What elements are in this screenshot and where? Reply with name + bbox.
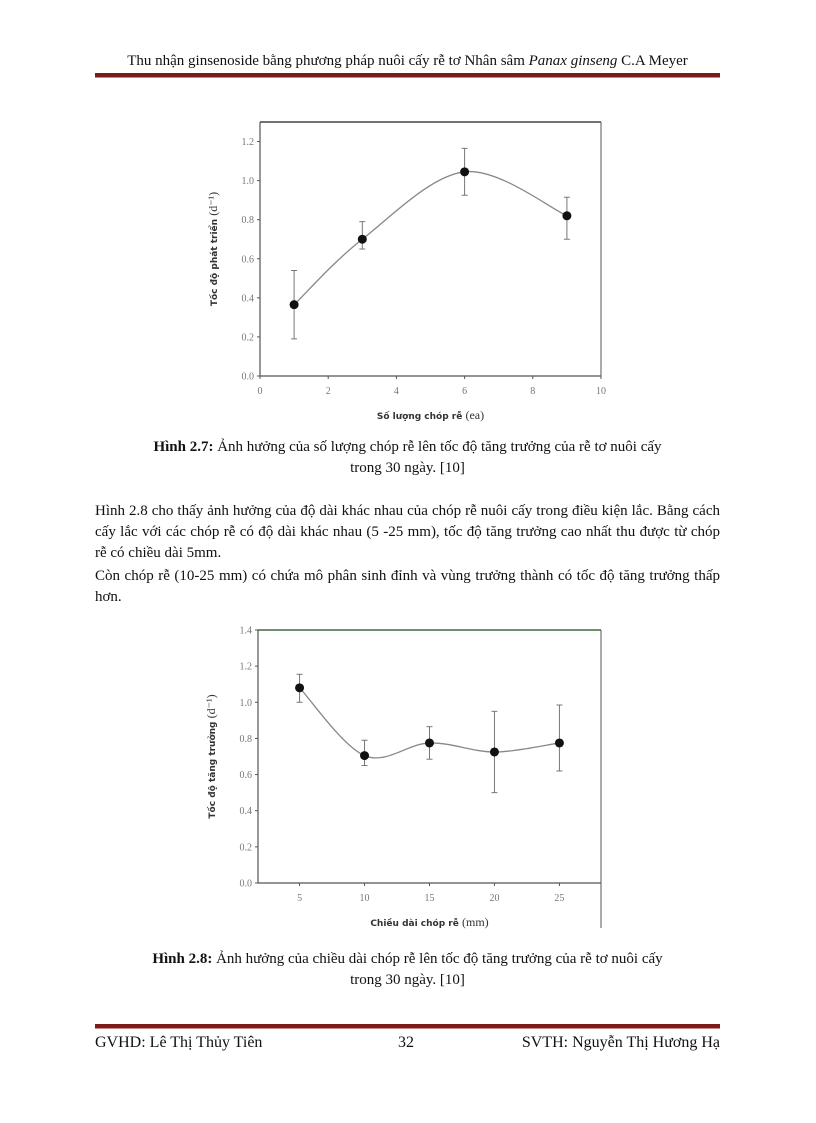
y-tick-label: 0.0: [240, 879, 253, 890]
y-tick-label: 0.0: [242, 372, 255, 383]
y-axis-label: Tốc độ phát triển (d⁻¹): [206, 192, 220, 306]
header-title: Thu nhận ginsenoside bằng phương pháp nu…: [127, 53, 529, 69]
y-tick-label: 0.2: [242, 332, 255, 343]
body-paragraph: Hình 2.8 cho thấy ảnh hưởng của độ dài k…: [95, 501, 720, 608]
y-tick-label: 0.8: [240, 734, 253, 745]
data-point: [289, 300, 299, 310]
x-tick-label: 10: [360, 893, 370, 904]
y-tick-label: 0.2: [240, 842, 253, 853]
y-axis-unit: (d⁻¹): [204, 694, 218, 718]
footer-student: SVTH: Nguyễn Thị Hương Hạ: [521, 1034, 720, 1051]
x-tick-label: 20: [489, 893, 499, 904]
paragraph-1: Hình 2.8 cho thấy ảnh hưởng của độ dài k…: [95, 503, 720, 561]
footer-rule: [95, 1024, 720, 1029]
y-tick-label: 0.4: [240, 806, 253, 817]
data-point: [360, 751, 370, 761]
y-tick-label: 1.0: [240, 698, 253, 709]
y-tick-label: 0.6: [240, 770, 253, 781]
data-point: [562, 211, 572, 221]
caption-text-line2: trong 30 ngày. [10]: [350, 460, 465, 476]
x-tick-label: 5: [297, 893, 302, 904]
y-axis-label: Tốc độ tăng trưởng (d⁻¹): [204, 694, 218, 818]
caption-label: Hình 2.7:: [153, 439, 214, 455]
data-point: [357, 234, 367, 244]
data-point: [425, 738, 434, 748]
data-point: [554, 738, 564, 748]
data-point: [295, 683, 305, 693]
page-header: Thu nhận ginsenoside bằng phương pháp nu…: [95, 53, 720, 70]
x-tick-label: 10: [596, 386, 606, 397]
y-tick-label: 1.2: [242, 137, 255, 148]
figure-2-8-caption: Hình 2.8: Ảnh hưởng của chiều dài chóp r…: [95, 949, 720, 991]
x-tick-label: 8: [530, 386, 535, 397]
x-axis-label: Chiều dài chóp rễ (mm): [370, 915, 488, 929]
y-axis-unit: (d⁻¹): [206, 192, 220, 216]
page-number: 32: [398, 1034, 414, 1051]
series-line: [299, 687, 560, 759]
y-tick-label: 1.2: [240, 662, 253, 673]
footer-advisor: GVHD: Lê Thị Thủy Tiên: [95, 1034, 263, 1051]
y-tick-label: 1.4: [240, 626, 253, 637]
y-tick-label: 1.0: [242, 176, 255, 187]
x-axis-label: Số lượng chóp rễ (ea): [377, 408, 484, 422]
paragraph-2: Còn chóp rễ (10-25 mm) có chứa mô phân s…: [95, 568, 720, 605]
header-species: Panax ginseng: [528, 53, 618, 69]
y-tick-label: 0.4: [242, 293, 255, 304]
figure-2-7-caption: Hình 2.7: Ảnh hưởng của số lượng chóp rễ…: [95, 437, 720, 479]
caption-text: Ảnh hưởng của chiều dài chóp rễ lên tốc …: [212, 951, 663, 967]
x-tick-label: 25: [554, 893, 564, 904]
x-tick-label: 6: [462, 386, 467, 397]
series-line: [293, 171, 568, 306]
header-rule: [95, 73, 720, 78]
caption-text: Ảnh hưởng của số lượng chóp rễ lên tốc đ…: [213, 439, 662, 455]
x-tick-label: 2: [326, 386, 331, 397]
y-tick-label: 0.6: [242, 254, 255, 265]
x-tick-label: 15: [425, 893, 435, 904]
y-tick-label: 0.8: [242, 215, 255, 226]
header-author: C.A Meyer: [617, 53, 688, 69]
data-point: [460, 167, 470, 177]
data-point: [489, 747, 499, 757]
x-axis-unit: (mm): [462, 915, 489, 929]
x-tick-label: 0: [258, 386, 263, 397]
caption-label: Hình 2.8:: [152, 951, 213, 967]
figure-2-7-chart: 0.0 0.2 0.4 0.6 0.8 1.0 1.2 0 2 4 6 8 10 Số lượng chó…: [206, 121, 606, 422]
x-tick-label: 4: [394, 386, 399, 397]
caption-text-line2: trong 30 ngày. [10]: [350, 972, 465, 988]
x-axis-unit: (ea): [465, 408, 484, 422]
